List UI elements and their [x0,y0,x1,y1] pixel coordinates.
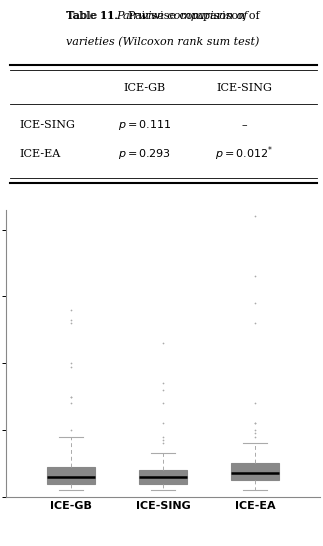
Text: varieties (Wilcoxon rank sum test): varieties (Wilcoxon rank sum test) [67,37,260,48]
Text: –: – [242,120,247,130]
PathPatch shape [231,464,279,480]
Text: $p = 0.293$: $p = 0.293$ [118,147,171,161]
Text: ICE-EA: ICE-EA [19,149,60,159]
Text: ICE-SING: ICE-SING [19,120,75,130]
Text: Table 11.   ​Pairwise comparison of: Table 11. ​Pairwise comparison of [66,11,260,21]
Text: $p = 0.012^{*}$: $p = 0.012^{*}$ [215,144,274,163]
Text: ICE-GB: ICE-GB [123,83,165,93]
Text: Pairwise comparison of: Pairwise comparison of [116,11,248,21]
Text: ICE-SING: ICE-SING [217,83,273,93]
Text: Table 11.: Table 11. [67,11,118,21]
PathPatch shape [47,467,95,484]
PathPatch shape [139,470,187,484]
Text: $p = 0.111$: $p = 0.111$ [118,118,171,132]
